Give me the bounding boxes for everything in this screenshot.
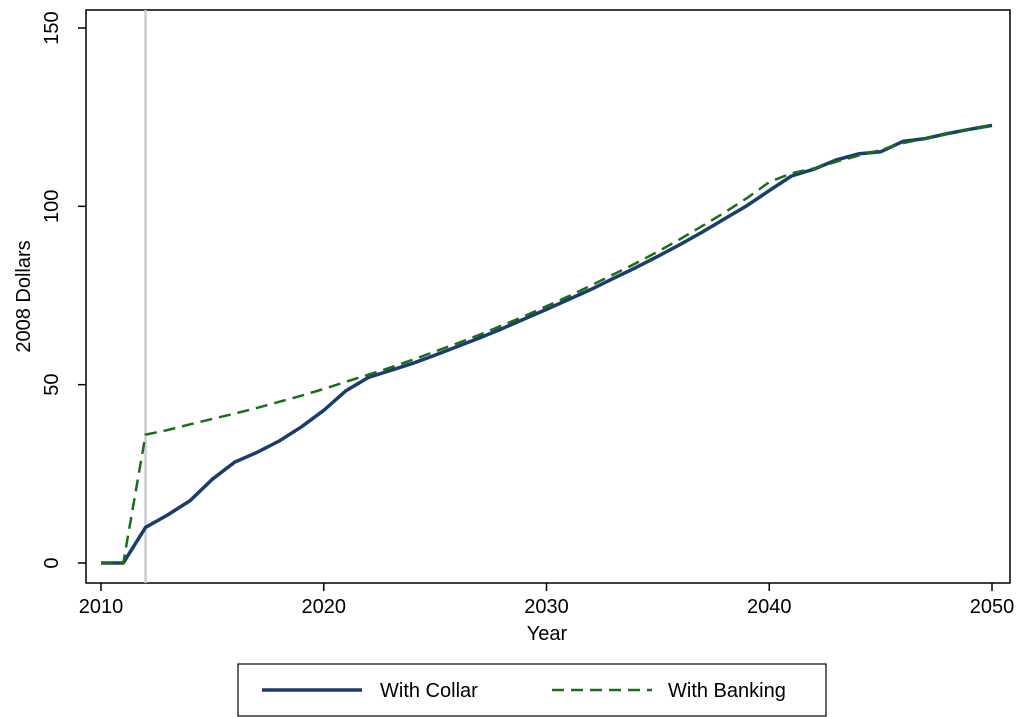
y-axis-title: 2008 Dollars <box>13 240 35 352</box>
y-tick-label: 150 <box>41 11 63 44</box>
legend: With Collar With Banking <box>237 663 827 717</box>
chart-axes: 2010 2020 2030 2040 2050 0 50 100 150 <box>41 11 1014 618</box>
x-tick-label: 2030 <box>524 596 569 618</box>
plot-frame <box>85 9 1011 584</box>
legend-label-with-banking: With Banking <box>668 680 786 702</box>
x-tick-label: 2040 <box>747 596 792 618</box>
x-tick-label: 2010 <box>79 596 124 618</box>
y-tick-label: 50 <box>41 374 63 396</box>
series-line-with-collar <box>101 123 993 565</box>
x-axis-title: Year <box>527 623 568 645</box>
legend-label-with-collar: With Collar <box>380 680 478 702</box>
chart-marks <box>101 10 993 583</box>
series-line-with-banking <box>101 124 993 565</box>
x-tick-label: 2050 <box>970 596 1015 618</box>
y-tick-label: 100 <box>41 190 63 223</box>
y-tick-label: 0 <box>41 557 63 568</box>
x-tick-label: 2020 <box>302 596 347 618</box>
